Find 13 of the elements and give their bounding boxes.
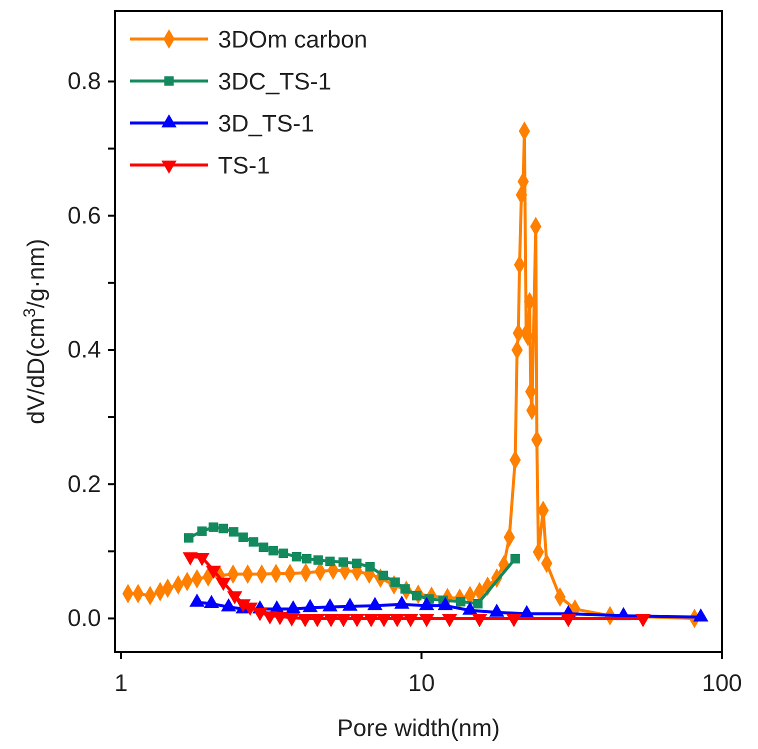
x-axis-title: Pore width(nm) — [337, 715, 500, 742]
legend-label: 3DC_TS-1 — [218, 68, 332, 96]
y-tick-label: 0.0 — [68, 605, 101, 632]
x-tick-label: 1 — [114, 670, 128, 697]
x-tick-label: 100 — [702, 670, 742, 697]
x-tick-label: 10 — [408, 670, 435, 697]
legend-label: TS-1 — [218, 152, 270, 180]
y-tick-label: 0.2 — [68, 470, 101, 498]
y-tick-label: 0.4 — [68, 336, 101, 364]
y-tick-label: 0.8 — [68, 68, 101, 96]
legend-label: 3DOm carbon — [218, 26, 368, 54]
y-tick-label: 0.6 — [68, 202, 101, 230]
legend-label: 3D_TS-1 — [218, 110, 314, 138]
